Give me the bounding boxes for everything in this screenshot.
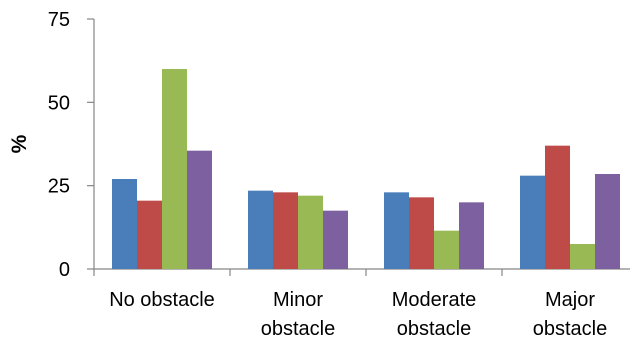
bar — [137, 200, 162, 269]
x-category-label: No obstacle — [109, 289, 215, 311]
x-axis-ticks — [93, 269, 503, 276]
bar — [187, 150, 212, 269]
x-category-label: Moderate — [392, 289, 477, 311]
x-axis-category-labels: No obstacle Minor obstacle Moderate obstacle… — [109, 289, 607, 340]
bar — [384, 192, 409, 269]
bar — [520, 175, 545, 269]
bar — [323, 210, 348, 269]
bar — [298, 195, 323, 269]
x-category-label: obstacle — [397, 318, 472, 340]
y-tick-label: 75 — [48, 9, 70, 31]
x-category-label: obstacle — [533, 318, 608, 340]
bar — [409, 197, 434, 269]
bar — [595, 174, 620, 269]
bar — [570, 244, 595, 269]
y-tick-label: 50 — [48, 92, 70, 114]
bar — [545, 145, 570, 269]
bar — [248, 190, 273, 269]
y-axis-title: % — [8, 134, 31, 153]
bar — [112, 179, 137, 269]
y-axis-ticks: 0 25 50 75 — [48, 9, 94, 281]
bar-series-group — [112, 69, 620, 269]
y-tick-label: 0 — [59, 259, 70, 281]
bar — [162, 69, 187, 269]
plot-area: 0 25 50 75 No obstacle Minor obstacle Moderate… — [48, 9, 630, 340]
x-category-label: Minor — [273, 289, 323, 311]
bar — [273, 192, 298, 269]
y-tick-label: 25 — [48, 176, 70, 198]
bar — [459, 202, 484, 269]
x-category-label: obstacle — [261, 318, 336, 340]
x-category-label: Major — [545, 289, 595, 311]
bar — [434, 230, 459, 269]
